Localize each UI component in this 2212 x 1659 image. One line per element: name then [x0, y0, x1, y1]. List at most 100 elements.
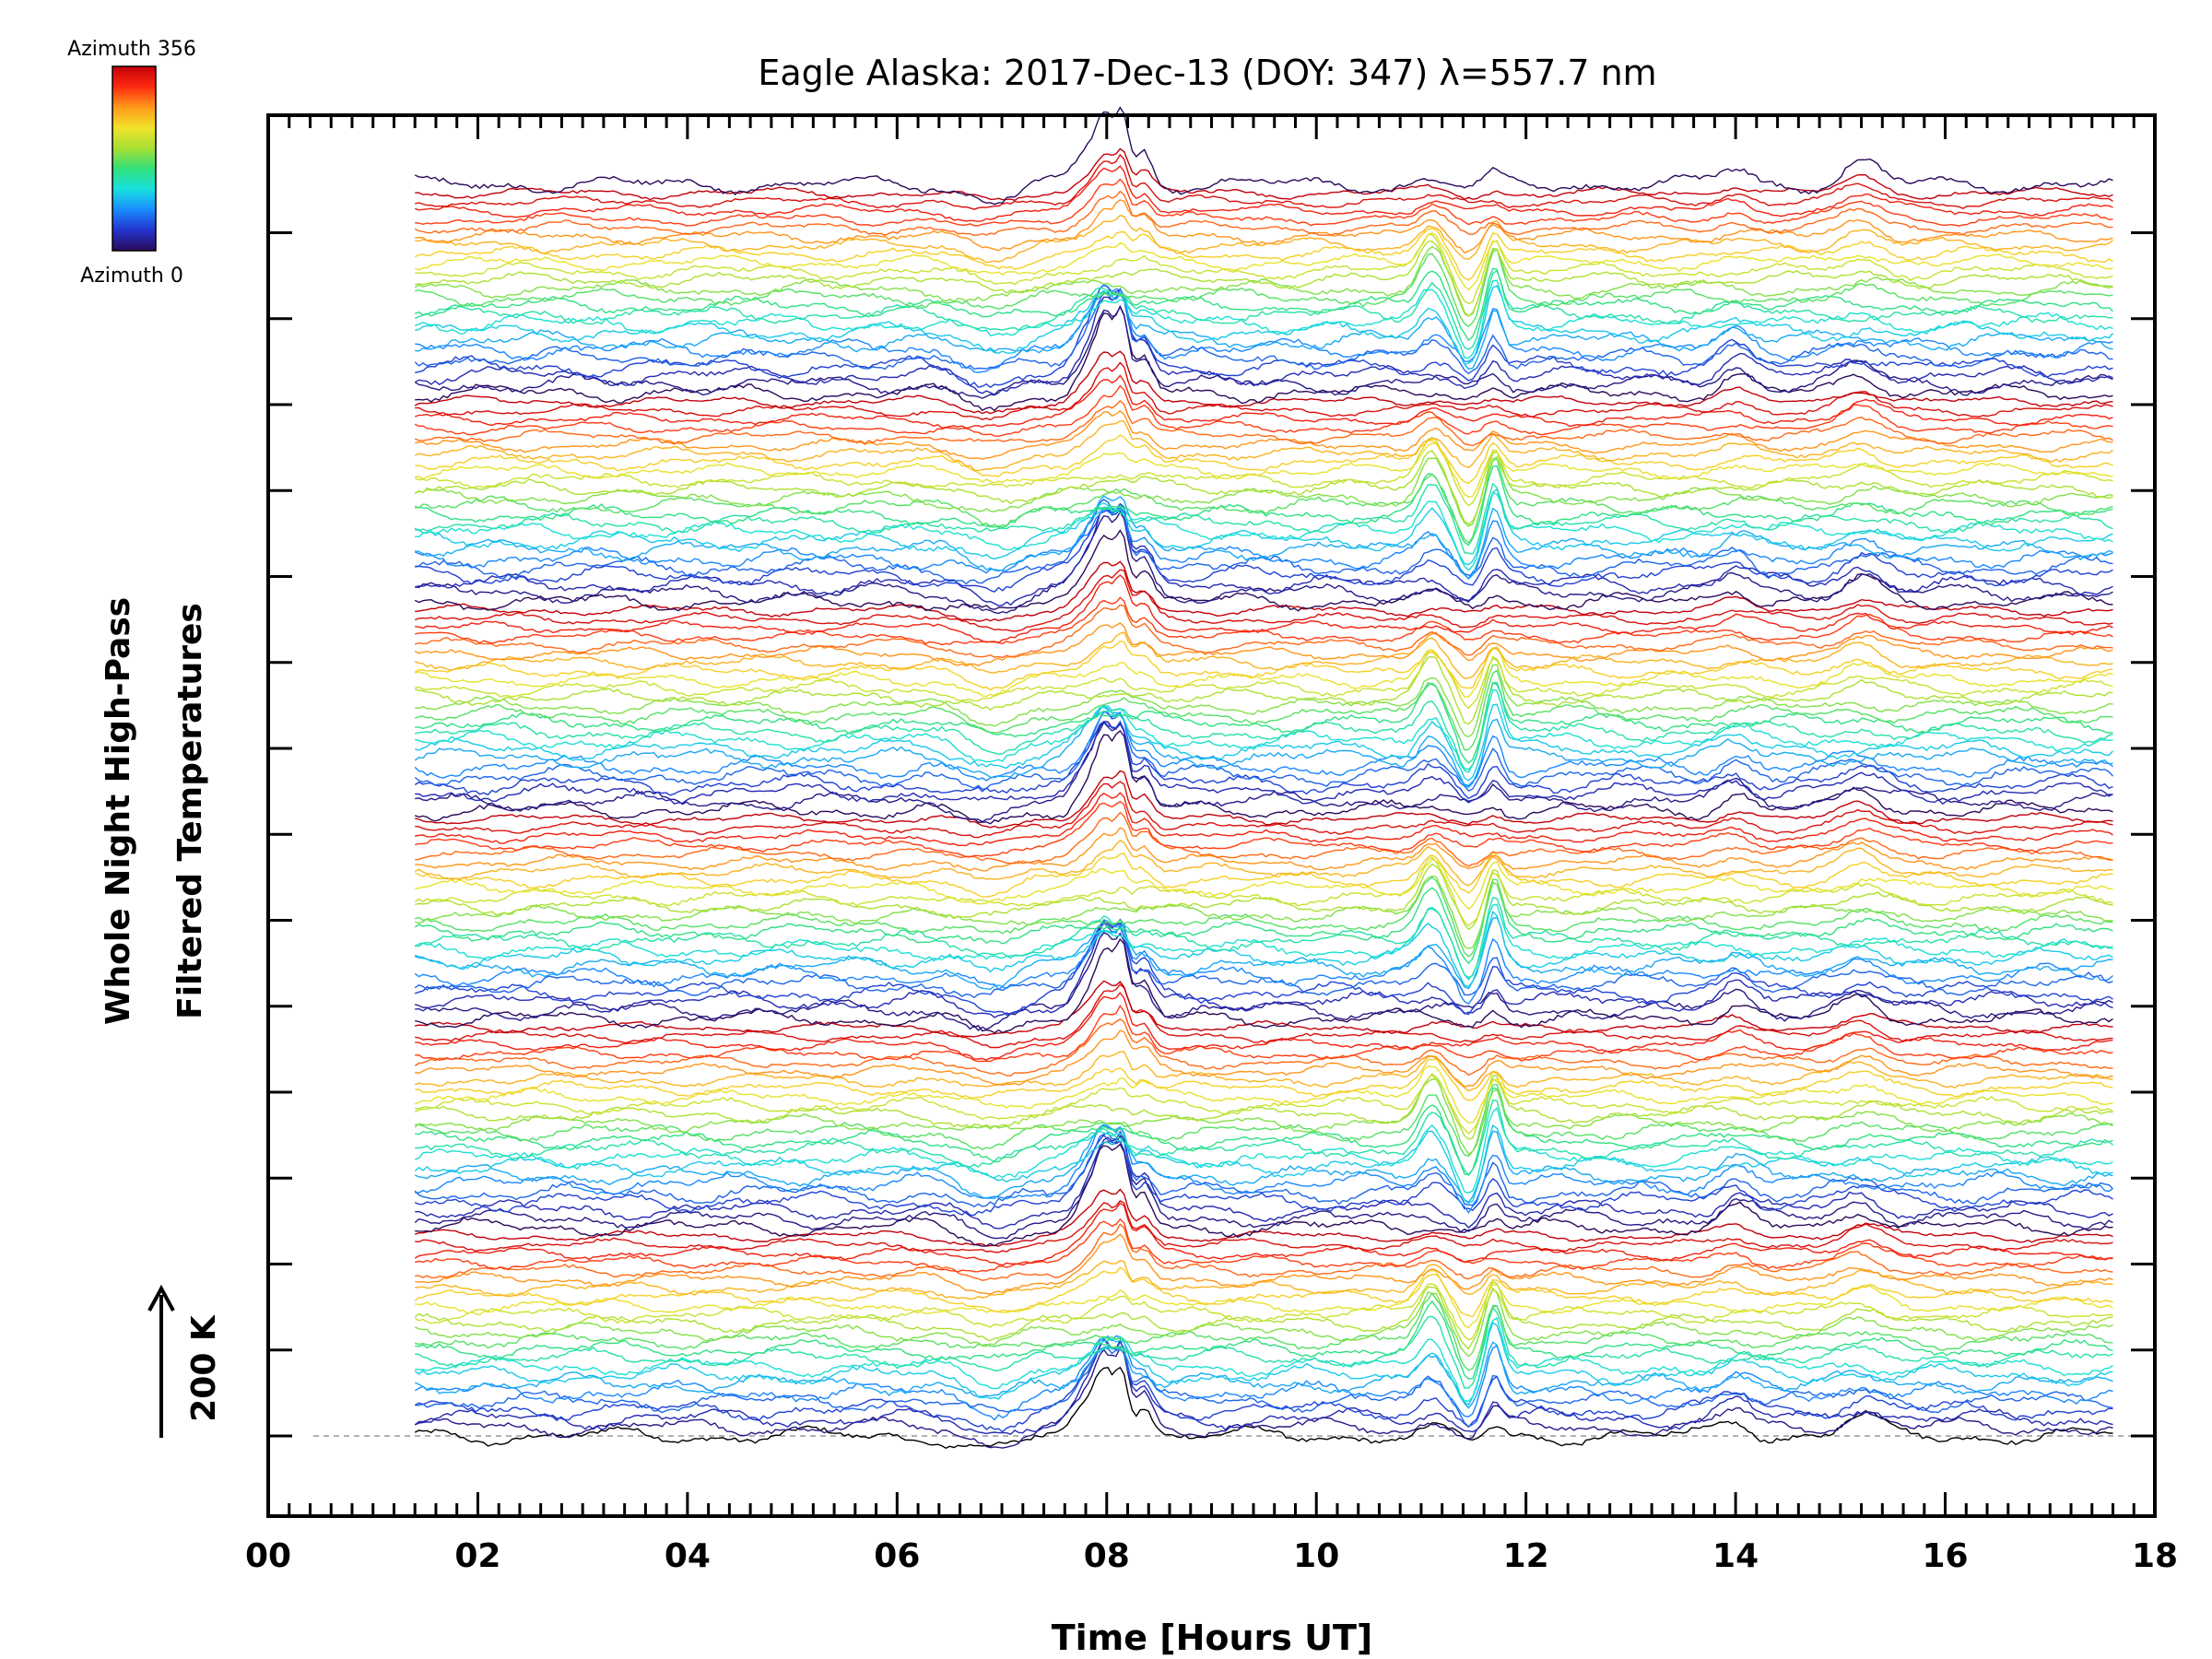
trace-line — [415, 827, 2113, 872]
trace-line — [415, 233, 2113, 305]
scale-bar: 200 K — [147, 1284, 223, 1438]
trace-line — [414, 1337, 2113, 1433]
trace-line — [414, 916, 2113, 991]
trace-line — [415, 457, 2113, 544]
trace-line — [415, 1317, 2113, 1403]
trace-line — [414, 482, 2113, 555]
trace-line — [415, 1218, 2113, 1273]
trace-line — [415, 465, 2113, 547]
x-tick-label: 04 — [665, 1537, 711, 1575]
trace-line — [414, 1346, 2113, 1449]
trace-line — [414, 918, 2113, 1017]
trace-line — [414, 631, 2113, 680]
trace-line — [414, 881, 2113, 965]
trace-line — [415, 938, 2113, 1034]
trace-line — [414, 288, 2113, 396]
trace-line — [414, 569, 2113, 632]
trace-line — [415, 811, 2113, 867]
trace-line — [414, 399, 2113, 447]
trace-line — [414, 1322, 2113, 1406]
trace-line — [415, 991, 2113, 1061]
trace-line — [415, 1199, 2113, 1253]
trace-line — [415, 1269, 2113, 1329]
trace-line — [414, 190, 2113, 237]
trace-line — [414, 710, 2114, 792]
trace-line — [415, 1143, 2113, 1247]
trace-line — [415, 434, 2113, 484]
trace-line — [414, 350, 2113, 415]
trace-line — [415, 1223, 2113, 1282]
trace-line — [414, 1135, 2113, 1240]
trace-line — [414, 1287, 2113, 1358]
chart-title: Eagle Alaska: 2017-Dec-13 (DOY: 347) λ=5… — [758, 53, 1656, 93]
trace-line — [415, 800, 2113, 858]
trace-line — [414, 622, 2113, 667]
trace-line — [415, 877, 2113, 958]
trace-line — [415, 792, 2113, 847]
x-tick-label: 14 — [1712, 1537, 1759, 1575]
trace-line — [415, 1087, 2113, 1175]
trace-line — [414, 1283, 2113, 1341]
trace-line — [415, 491, 2113, 571]
colorbar — [112, 65, 157, 252]
trace-line — [414, 851, 2113, 898]
trace-line — [415, 240, 2113, 317]
trace-line — [415, 911, 2113, 988]
trace-line — [415, 863, 2113, 931]
trace-line — [415, 511, 2113, 615]
trace-line — [414, 269, 2113, 351]
trace-line — [414, 1292, 2113, 1371]
trace-line — [414, 711, 2113, 787]
trace-line — [415, 409, 2113, 460]
trace-line — [414, 856, 2113, 927]
trace-line — [414, 106, 2113, 206]
x-tick-label: 06 — [874, 1537, 920, 1575]
x-tick-label: 08 — [1084, 1537, 1130, 1575]
trace-line — [414, 279, 2113, 359]
trace-line — [415, 509, 2113, 594]
trace-line — [414, 1366, 2113, 1449]
trace-line — [414, 228, 2113, 281]
trace-line — [414, 1065, 2113, 1124]
trace-line — [415, 305, 2113, 412]
trace-line — [414, 720, 2113, 800]
x-tick-label: 02 — [454, 1537, 500, 1575]
trace-line — [415, 560, 2113, 622]
trace-line — [415, 285, 2114, 366]
trace-line — [414, 875, 2113, 949]
trace-line — [414, 304, 2113, 399]
trace-line — [414, 640, 2113, 691]
trace-line — [414, 291, 2113, 375]
trace-line — [415, 488, 2113, 566]
trace-line — [415, 721, 2113, 806]
trace-line — [415, 920, 2113, 1018]
scale-bar-label: 200 K — [185, 1314, 223, 1422]
trace-line — [415, 284, 2113, 389]
x-tick-labels: 00 02 04 06 08 10 12 14 16 18 — [245, 1537, 2178, 1575]
trace-line — [414, 1188, 2113, 1247]
trace-line — [414, 922, 2113, 999]
plot-frame — [266, 113, 2157, 1518]
trace-line — [414, 245, 2113, 317]
trace-line — [415, 681, 2113, 771]
trace-line — [415, 248, 2113, 328]
trace-line — [415, 1030, 2113, 1088]
trace-line — [415, 932, 2113, 1031]
x-tick-label: 00 — [245, 1537, 291, 1575]
arrow-up-icon — [147, 1284, 175, 1312]
trace-line — [414, 1073, 2113, 1135]
trace-line — [414, 374, 2113, 429]
trace-line — [415, 1347, 2113, 1428]
trace-line — [415, 1004, 2113, 1063]
trace-line — [415, 655, 2113, 725]
trace-line — [414, 1134, 2113, 1217]
trace-line — [414, 1051, 2113, 1092]
traces-group — [313, 106, 2155, 1449]
trace-line — [415, 147, 2113, 202]
trace-line — [414, 420, 2113, 472]
trace-line — [415, 980, 2113, 1038]
x-tick-label: 12 — [1503, 1537, 1549, 1575]
trace-line — [414, 839, 2113, 887]
trace-line — [415, 495, 2113, 581]
trace-line — [414, 1202, 2113, 1266]
